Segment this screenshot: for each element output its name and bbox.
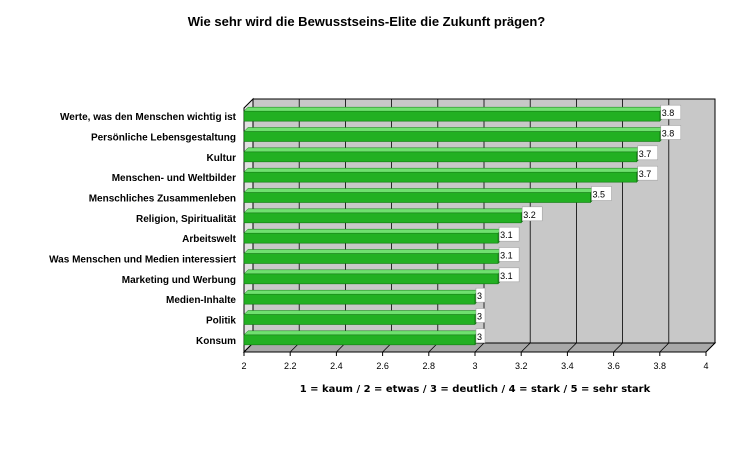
category-label: Konsum bbox=[196, 336, 236, 347]
data-label-box bbox=[637, 145, 658, 161]
bar bbox=[243, 110, 661, 122]
category-label: Werte, was den Menschen wichtig ist bbox=[60, 112, 237, 123]
bar bbox=[243, 171, 638, 183]
x-tick-label: 2.8 bbox=[423, 361, 436, 371]
data-label-box bbox=[475, 308, 486, 323]
chart-title: Wie sehr wird die Bewusstseins-Elite die… bbox=[187, 14, 546, 29]
category-label: Politik bbox=[206, 316, 236, 327]
bar bbox=[243, 192, 591, 203]
bar-top bbox=[243, 330, 480, 336]
data-label: 3 bbox=[477, 332, 482, 342]
bar bbox=[243, 232, 499, 244]
bar-top bbox=[243, 310, 480, 315]
gridline-floor bbox=[659, 342, 670, 353]
data-label: 3 bbox=[477, 291, 482, 301]
data-label-box bbox=[498, 226, 520, 242]
x-tick-label: 3.8 bbox=[654, 361, 667, 371]
category-label: Was Menschen und Medien interessiert bbox=[49, 255, 237, 266]
x-axis-title: 1 = kaum / 2 = etwas / 3 = deutlich / 4 … bbox=[300, 384, 651, 395]
gridline-floor bbox=[705, 342, 716, 353]
bar-top bbox=[243, 167, 642, 173]
bar bbox=[243, 273, 499, 285]
data-label: 3.5 bbox=[593, 190, 606, 200]
data-label: 3.1 bbox=[500, 271, 513, 281]
data-label: 3.8 bbox=[662, 129, 675, 139]
data-label: 3.8 bbox=[662, 108, 675, 118]
category-label: Marketing und Werbung bbox=[122, 275, 236, 286]
x-tick-label: 2.6 bbox=[376, 361, 389, 371]
x-tick-label: 2 bbox=[241, 361, 246, 371]
bar-top bbox=[243, 188, 596, 193]
bar-top bbox=[243, 106, 665, 112]
data-label-box bbox=[660, 125, 682, 140]
data-label: 3 bbox=[477, 312, 482, 322]
data-label-box bbox=[521, 206, 543, 222]
category-label: Medien-Inhalte bbox=[166, 295, 236, 306]
bar bbox=[243, 212, 522, 224]
category-label: Menschen- und Weltbilder bbox=[112, 173, 236, 184]
bar bbox=[243, 131, 661, 142]
data-label-box bbox=[591, 186, 612, 201]
bar-top bbox=[243, 127, 665, 132]
data-label-box bbox=[660, 104, 682, 120]
x-tick-label: 4 bbox=[703, 361, 708, 371]
x-tick-label: 3.2 bbox=[515, 361, 528, 371]
data-label-box bbox=[637, 165, 658, 181]
bar bbox=[243, 314, 476, 325]
x-tick-label: 2.4 bbox=[330, 361, 343, 371]
bar-top bbox=[243, 147, 642, 153]
gridline-floor bbox=[613, 342, 623, 353]
x-tick-label: 3.4 bbox=[561, 361, 574, 371]
data-label: 3.7 bbox=[639, 169, 652, 179]
bar-top bbox=[243, 249, 503, 254]
bar-top bbox=[243, 208, 526, 214]
data-label-box bbox=[475, 328, 486, 344]
gridline-floor bbox=[520, 342, 531, 353]
x-tick-label: 2.2 bbox=[284, 361, 297, 371]
data-label-box bbox=[475, 287, 486, 303]
category-label: Menschliches Zusammenleben bbox=[89, 194, 236, 205]
data-label: 3.1 bbox=[500, 251, 513, 261]
x-tick-label: 3.6 bbox=[607, 361, 620, 371]
gridline-floor bbox=[567, 342, 577, 353]
bar-top bbox=[243, 228, 503, 234]
bar bbox=[243, 293, 476, 305]
data-label-box bbox=[498, 247, 520, 262]
category-label: Kultur bbox=[207, 153, 237, 164]
category-label: Arbeitswelt bbox=[182, 234, 237, 245]
category-label: Persönliche Lebensgestaltung bbox=[91, 133, 236, 144]
bar bbox=[243, 334, 476, 346]
data-label: 3.7 bbox=[639, 149, 652, 159]
bar-top bbox=[243, 289, 480, 295]
data-label: 3.2 bbox=[523, 210, 536, 220]
data-label-box bbox=[498, 267, 520, 283]
x-tick-label: 3 bbox=[472, 361, 477, 371]
bar-top bbox=[243, 269, 503, 275]
bar bbox=[243, 151, 638, 163]
category-label: Religion, Spiritualität bbox=[136, 214, 237, 225]
data-label: 3.1 bbox=[500, 230, 513, 240]
bar bbox=[243, 253, 499, 264]
gridline-floor bbox=[474, 342, 485, 353]
